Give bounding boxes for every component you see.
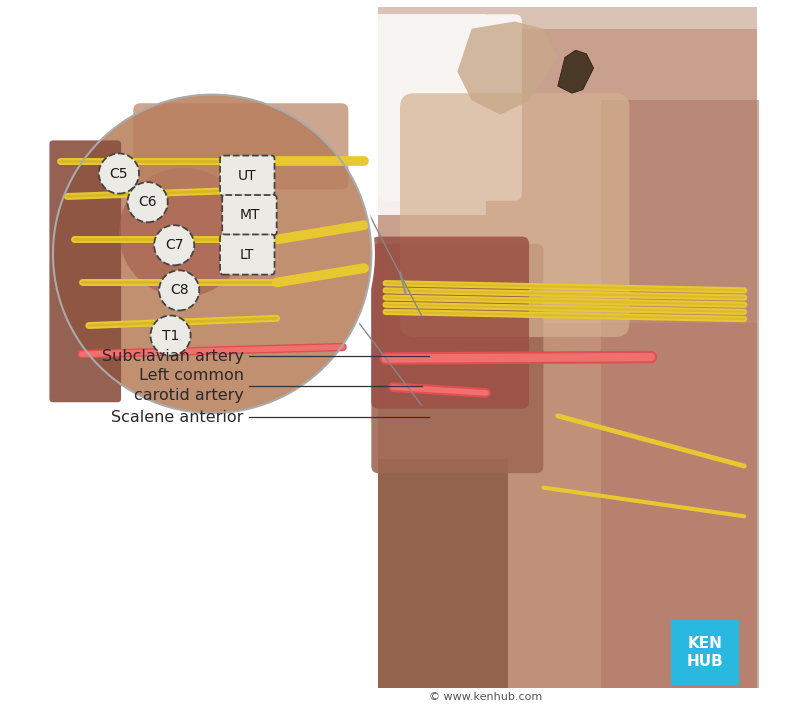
Circle shape [150, 315, 190, 356]
FancyBboxPatch shape [220, 234, 274, 275]
Bar [378, 459, 507, 688]
FancyBboxPatch shape [222, 195, 277, 235]
FancyBboxPatch shape [134, 103, 348, 189]
Bar [378, 7, 757, 323]
Text: C7: C7 [165, 238, 183, 252]
Text: KEN
HUB: KEN HUB [686, 636, 723, 669]
Text: © www.kenhub.com: © www.kenhub.com [430, 692, 542, 702]
Circle shape [50, 91, 375, 417]
FancyBboxPatch shape [371, 244, 543, 473]
Circle shape [99, 153, 139, 194]
FancyBboxPatch shape [671, 620, 739, 685]
Circle shape [154, 225, 194, 265]
Polygon shape [558, 50, 594, 93]
FancyBboxPatch shape [371, 237, 529, 409]
Text: C6: C6 [138, 195, 157, 209]
Polygon shape [458, 22, 558, 115]
Text: LT: LT [240, 247, 254, 262]
Circle shape [159, 270, 199, 310]
Text: UT: UT [238, 168, 257, 183]
Text: Subclavian artery: Subclavian artery [102, 349, 244, 364]
Text: MT: MT [239, 208, 260, 222]
Text: C8: C8 [170, 283, 189, 298]
Text: C5: C5 [110, 166, 128, 181]
Text: Scalene anterior: Scalene anterior [111, 410, 244, 424]
FancyBboxPatch shape [400, 93, 630, 337]
Text: T1: T1 [162, 328, 179, 343]
FancyBboxPatch shape [220, 156, 274, 196]
FancyBboxPatch shape [50, 141, 121, 402]
Circle shape [119, 168, 248, 297]
Bar [378, 29, 757, 688]
Bar [601, 100, 758, 688]
Circle shape [53, 95, 371, 413]
FancyBboxPatch shape [378, 14, 522, 201]
Circle shape [127, 182, 168, 222]
Bar [378, 14, 486, 215]
Text: Left common
carotid artery: Left common carotid artery [134, 369, 244, 403]
